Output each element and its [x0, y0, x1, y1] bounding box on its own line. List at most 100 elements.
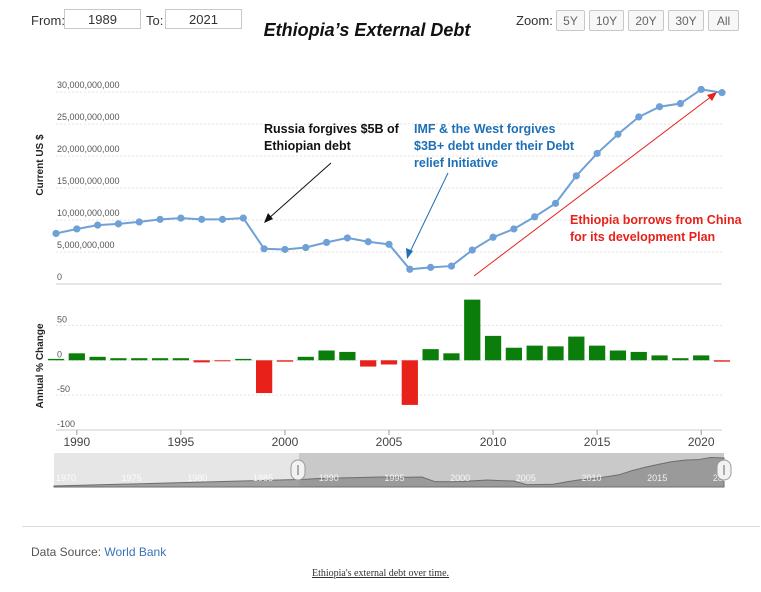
to-date-input[interactable]: 2021 — [165, 9, 242, 29]
annual-change-bar — [151, 358, 169, 361]
debt-point — [468, 246, 476, 254]
zoom-10y-button[interactable]: 10Y — [589, 10, 624, 31]
debt-point — [156, 215, 164, 223]
line-chart-ytick-label: 10,000,000,000 — [57, 208, 120, 218]
debt-point — [114, 220, 123, 228]
debt-point — [572, 172, 580, 180]
annual-change-bar — [68, 353, 85, 361]
zoom-20y-button[interactable]: 20Y — [628, 10, 664, 31]
line-series — [52, 85, 726, 273]
annual-change-bar — [401, 360, 418, 405]
zoom-5y-button[interactable]: 5Y — [556, 10, 585, 31]
debt-point — [489, 233, 497, 241]
line-chart-ytick-label: 20,000,000,000 — [57, 144, 120, 154]
annual-change-bar — [172, 358, 189, 361]
annual-change-bar — [568, 336, 585, 361]
from-date-input[interactable]: 1989 — [64, 9, 141, 29]
debt-point — [302, 243, 310, 252]
debt-point — [427, 263, 435, 271]
x-axis-tick-label: 2020 — [688, 435, 715, 449]
annual-change-bar — [276, 360, 294, 362]
line-chart-ytick-label: 15,000,000,000 — [57, 176, 120, 186]
debt-point — [135, 218, 143, 226]
annotation-china-line1: Ethiopia borrows from China — [570, 213, 743, 227]
annual-change-bar — [214, 360, 231, 362]
navigator-area — [53, 457, 725, 488]
annotation-china-arrowhead — [707, 92, 717, 101]
bar-series — [47, 299, 731, 405]
annotation-imf: IMF & the West forgives $3B+ debt under … — [406, 122, 575, 259]
debt-point — [655, 103, 664, 111]
bar-chart-grid — [56, 324, 722, 431]
annual-change-bar — [89, 356, 106, 361]
annual-change-bar — [360, 360, 377, 367]
debt-point — [676, 99, 684, 108]
annotation-imf-arrow — [409, 172, 449, 253]
bar-chart-ytick-label: -100 — [57, 419, 75, 429]
annotation-russia-arrow — [267, 162, 332, 220]
annotation-imf-line2: $3B+ debt under their Debt — [414, 139, 575, 153]
data-source-link[interactable]: World Bank — [104, 545, 167, 559]
annual-change-bar — [484, 335, 502, 361]
annual-change-bar — [505, 347, 522, 361]
annual-change-bar — [339, 351, 356, 361]
bar-chart-ytick-label: 0 — [57, 349, 62, 359]
annotation-imf-arrowhead — [406, 248, 413, 259]
debt-point — [198, 215, 206, 223]
data-source-label: Data Source: — [31, 545, 102, 559]
annual-change-bar — [672, 358, 689, 361]
annual-change-bar — [464, 299, 481, 361]
navigator-year-label: 1995 — [384, 473, 404, 483]
line-chart-ylabel: Current US $ — [35, 134, 46, 196]
annual-change-bar — [547, 346, 564, 361]
zoom-30y-button[interactable]: 30Y — [668, 10, 704, 31]
navigator-year-label: 1985 — [253, 473, 273, 483]
annotation-china-line2: for its development Plan — [570, 230, 715, 244]
navigator[interactable]: 1970 1975 1980 1985 1990 1995 2000 2005 2010 2015… — [53, 453, 733, 488]
line-chart-ytick-label: 0 — [57, 272, 62, 282]
debt-point — [218, 215, 227, 223]
annual-change-bar — [713, 360, 731, 362]
annotation-russia-line1: Russia forgives $5B of — [264, 122, 400, 136]
debt-point — [593, 149, 601, 158]
navigator-year-label: 2010 — [581, 473, 601, 483]
annual-change-bar — [630, 351, 647, 361]
bar-chart-ytick-label: -50 — [57, 384, 70, 394]
debt-point — [614, 130, 622, 138]
debt-point — [73, 225, 81, 233]
debt-point — [94, 221, 102, 229]
debt-point — [718, 89, 726, 97]
annotation-imf-line3: relief Initiative — [414, 156, 498, 170]
annual-change-bar — [47, 358, 65, 361]
annual-change-bar — [422, 349, 439, 361]
to-label: To: — [146, 13, 164, 28]
annotation-china-arrow — [473, 95, 713, 277]
debt-point — [52, 229, 60, 238]
line-chart-ytick-label: 30,000,000,000 — [57, 80, 120, 90]
debt-point — [406, 265, 414, 273]
x-axis-tick-label: 2005 — [376, 435, 403, 449]
line-chart-ytick-label: 25,000,000,000 — [57, 112, 120, 122]
annual-change-bar — [131, 358, 148, 361]
zoom-all-button[interactable]: All — [708, 10, 739, 31]
navigator-year-label: 2015 — [647, 473, 667, 483]
debt-point — [551, 199, 560, 207]
annual-change-bar — [256, 360, 273, 394]
x-axis-tick-label: 1990 — [63, 435, 90, 449]
debt-point — [635, 113, 643, 121]
axis-labels: 0 5,000,000,000 10,000,000,000 15,000,000,0… — [57, 80, 715, 449]
data-source: Data Source: World Bank — [31, 545, 166, 559]
line-chart-grid — [56, 91, 722, 285]
debt-chart: 0 5,000,000,000 10,000,000,000 15,000,000,0… — [35, 80, 743, 488]
line-chart-ytick-label: 5,000,000,000 — [57, 240, 115, 250]
debt-point — [697, 85, 705, 94]
footer-divider — [22, 526, 760, 527]
bar-chart-ylabel: Annual % Change — [35, 323, 46, 408]
debt-point — [343, 234, 351, 242]
navigator-year-label: 1970 — [56, 473, 76, 483]
annotation-russia-line2: Ethiopian debt — [264, 139, 352, 153]
chart-title: Ethiopia’s External Debt — [263, 20, 471, 40]
figure-caption: Ethiopia's external debt over time. — [311, 568, 450, 579]
annual-change-bar — [193, 360, 210, 363]
annual-change-bar — [380, 360, 398, 365]
